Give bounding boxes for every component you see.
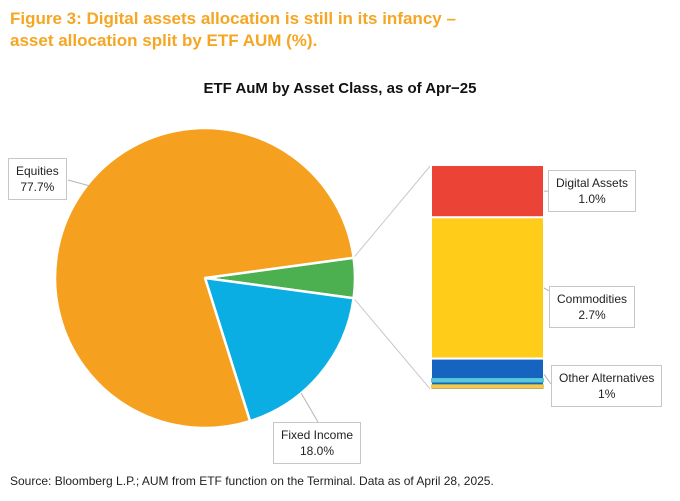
figure-title-line-2: asset allocation split by ETF AUM (%). [10,31,318,50]
pie-slice-fixed-income [203,276,355,423]
fixed-income-label-name: Fixed Income [281,428,354,442]
equities-label: Equities 77.7% [8,158,67,200]
commodities-label-value: 2.7% [578,308,606,322]
bar-band-yellow [431,384,544,389]
figure-title-line-1: Figure 3: Digital assets allocation is s… [10,9,456,28]
connector-lines [353,164,432,391]
fixed-income-label: Fixed Income 18.0% [273,422,362,464]
bar-segment-commodities [430,216,545,360]
source-note: Source: Bloomberg L.P.; AUM from ETF fun… [10,474,494,488]
other-alternatives-label-value: 1% [598,387,616,401]
equities-label-value: 77.7% [20,180,55,194]
chart-title: ETF AuM by Asset Class, as of Apr−25 [203,80,477,97]
equities-label-name: Equities [16,164,59,178]
connector-bottom [353,297,432,391]
connector-top [353,164,432,259]
digital-assets-label-value: 1.0% [578,192,606,206]
pie-slices [53,126,357,430]
commodities-label-name: Commodities [557,292,628,306]
figure-title: Figure 3: Digital assets allocation is s… [10,8,610,52]
commodities-leader [543,287,550,292]
pie-slice-equities [53,126,355,430]
other-alternatives-label-name: Other Alternatives [559,371,655,385]
other-alternatives-label: Other Alternatives 1% [551,365,663,407]
bar-segment-digital-assets [430,164,545,219]
commodities-label: Commodities 2.7% [549,286,636,328]
digital-assets-label-name: Digital Assets [556,176,629,190]
fixed-income-label-value: 18.0% [300,444,335,458]
fixed-income-leader [300,392,319,423]
stacked-bar [430,164,545,392]
bar-band-teal [431,378,544,383]
digital-assets-label: Digital Assets 1.0% [548,170,637,212]
equities-leader [67,179,91,187]
other-alternatives-leader [543,374,552,385]
label-leader-lines [67,179,552,423]
